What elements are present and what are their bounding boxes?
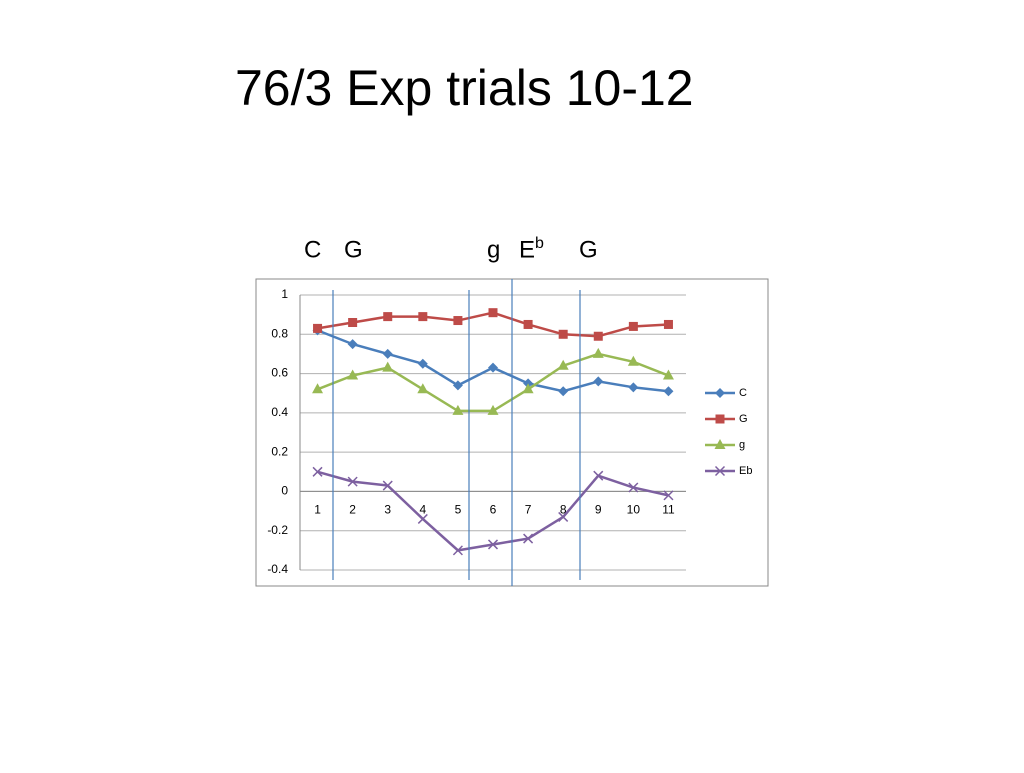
- y-tick-label: 0: [281, 484, 288, 498]
- y-tick-label: 0.8: [271, 326, 288, 340]
- marker: [382, 348, 393, 359]
- y-tick-label: 0.6: [271, 366, 288, 380]
- x-tick-label: 6: [490, 503, 497, 517]
- x-tick-label: 9: [595, 503, 602, 517]
- marker: [487, 404, 499, 415]
- annotation: G: [579, 236, 598, 263]
- marker: [558, 386, 569, 397]
- x-tick-label: 3: [384, 503, 391, 517]
- marker: [382, 361, 394, 372]
- marker: [452, 380, 463, 391]
- y-tick-label: 1: [281, 287, 288, 301]
- x-tick-label: 1: [314, 503, 321, 517]
- plot-area: 1 0.8 0.6 0.4 0.2 0 -0.2 -0.4 1 2 3 4 5 6 7 8 9 10 11 C Gg Eb: [267, 287, 752, 576]
- x-tick-label: 8: [560, 503, 567, 517]
- y-tick-label: -0.2: [267, 523, 288, 537]
- marker: [715, 388, 725, 398]
- y-tick-label: 0.4: [271, 405, 288, 419]
- x-tick-label: 11: [662, 503, 675, 517]
- marker: [453, 316, 463, 326]
- divider-lines: [332, 279, 581, 586]
- marker: [312, 466, 323, 477]
- marker: [487, 539, 499, 550]
- marker: [417, 358, 428, 369]
- marker: [418, 312, 428, 322]
- marker: [312, 383, 324, 394]
- marker: [523, 533, 534, 544]
- marker: [488, 308, 498, 318]
- marker: [663, 319, 673, 329]
- marker: [382, 480, 393, 491]
- marker: [347, 339, 358, 350]
- marker: [557, 359, 569, 370]
- marker: [383, 312, 393, 322]
- annotation: E: [519, 236, 535, 263]
- marker: [627, 355, 639, 366]
- legend-label: C: [739, 387, 747, 399]
- annotation: C: [304, 236, 321, 263]
- marker: [592, 347, 604, 358]
- x-tick-label: 10: [627, 503, 641, 517]
- marker: [488, 362, 498, 373]
- marker: [628, 382, 639, 393]
- x-tick-label: 4: [419, 503, 426, 517]
- marker: [558, 329, 568, 339]
- marker: [593, 331, 603, 341]
- slide-title: 76/3 Exp trials 10-12: [235, 60, 694, 116]
- marker: [593, 470, 604, 481]
- annotation-superscript: b: [535, 235, 544, 252]
- legend-label: Eb: [739, 465, 752, 477]
- x-tick-label: 5: [455, 503, 462, 517]
- marker: [417, 383, 429, 394]
- y-tick-label: 0.2: [271, 444, 288, 458]
- marker: [313, 323, 323, 333]
- marker: [628, 321, 638, 331]
- annotation: G: [344, 236, 363, 263]
- legend-label: g: [739, 439, 745, 451]
- marker: [663, 490, 674, 501]
- x-tick-label: 7: [525, 503, 532, 517]
- marker: [452, 545, 463, 556]
- marker: [523, 319, 533, 329]
- marker: [663, 386, 674, 397]
- x-tick-label: 2: [349, 503, 356, 517]
- marker: [417, 513, 428, 524]
- marker: [715, 414, 725, 424]
- marker: [452, 404, 464, 415]
- marker: [662, 369, 674, 380]
- y-tick-label: -0.4: [267, 562, 288, 576]
- annotation: g: [487, 236, 500, 263]
- marker: [628, 482, 639, 493]
- marker: [522, 383, 534, 394]
- marker: [714, 465, 726, 477]
- marker: [347, 476, 358, 487]
- legend-label: G: [739, 413, 748, 425]
- marker: [348, 318, 358, 327]
- marker: [558, 511, 569, 522]
- marker: [347, 369, 359, 380]
- marker: [593, 376, 604, 387]
- marker: [714, 439, 726, 449]
